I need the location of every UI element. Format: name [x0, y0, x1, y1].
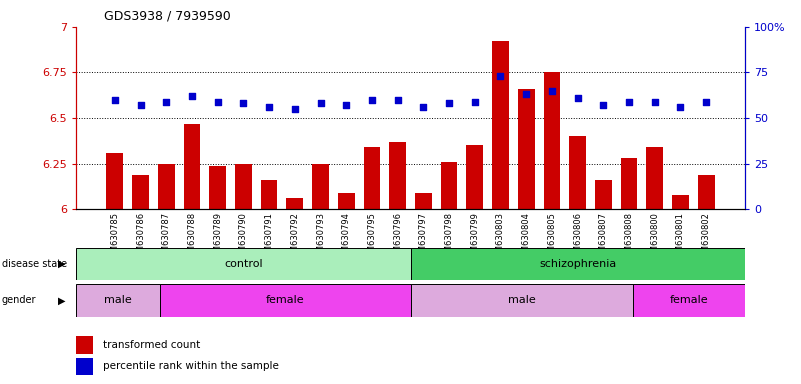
Point — [674, 104, 687, 110]
Bar — [570, 136, 586, 384]
Point — [443, 101, 456, 107]
Point — [545, 88, 558, 94]
Bar — [441, 162, 457, 384]
Point — [622, 99, 635, 105]
Bar — [466, 146, 483, 384]
Text: female: female — [670, 295, 709, 306]
Bar — [410, 284, 634, 317]
Text: ▶: ▶ — [58, 295, 66, 305]
Point — [391, 97, 404, 103]
Bar — [261, 180, 277, 384]
Text: disease state: disease state — [2, 259, 66, 269]
Point — [571, 95, 584, 101]
Bar — [621, 158, 638, 384]
Point — [314, 101, 327, 107]
Bar — [183, 124, 200, 384]
Bar — [312, 164, 329, 384]
Bar — [107, 153, 123, 384]
Bar — [132, 175, 149, 384]
Bar — [492, 41, 509, 384]
Bar — [158, 164, 175, 384]
Bar — [159, 284, 410, 317]
Point — [211, 99, 224, 105]
Point — [186, 93, 199, 99]
Point — [263, 104, 276, 110]
Point — [417, 104, 430, 110]
Bar — [76, 336, 93, 354]
Point — [494, 73, 507, 79]
Bar — [672, 195, 689, 384]
Text: male: male — [508, 295, 536, 306]
Bar — [76, 358, 93, 375]
Point — [365, 97, 378, 103]
Point — [237, 101, 250, 107]
Point — [597, 102, 610, 108]
Bar — [389, 142, 406, 384]
Point — [469, 99, 481, 105]
Bar — [364, 147, 380, 384]
Text: transformed count: transformed count — [103, 340, 200, 350]
Point — [700, 99, 713, 105]
Bar — [76, 248, 410, 280]
Text: percentile rank within the sample: percentile rank within the sample — [103, 361, 279, 371]
Bar — [646, 147, 663, 384]
Point — [648, 99, 661, 105]
Text: ▶: ▶ — [58, 259, 66, 269]
Text: schizophrenia: schizophrenia — [539, 259, 616, 269]
Bar — [287, 199, 303, 384]
Point — [340, 102, 352, 108]
Bar — [76, 284, 159, 317]
Text: female: female — [266, 295, 304, 306]
Bar — [209, 166, 226, 384]
Bar — [544, 73, 560, 384]
Point — [160, 99, 173, 105]
Bar — [518, 89, 534, 384]
Bar — [595, 180, 612, 384]
Bar — [698, 175, 714, 384]
Text: male: male — [104, 295, 132, 306]
Bar — [634, 284, 745, 317]
Bar — [235, 164, 252, 384]
Point — [288, 106, 301, 112]
Text: GDS3938 / 7939590: GDS3938 / 7939590 — [104, 10, 231, 23]
Bar — [415, 193, 432, 384]
Point — [520, 91, 533, 98]
Text: control: control — [224, 259, 263, 269]
Point — [134, 102, 147, 108]
Bar — [410, 248, 745, 280]
Point — [108, 97, 121, 103]
Text: gender: gender — [2, 295, 36, 305]
Bar — [338, 193, 355, 384]
